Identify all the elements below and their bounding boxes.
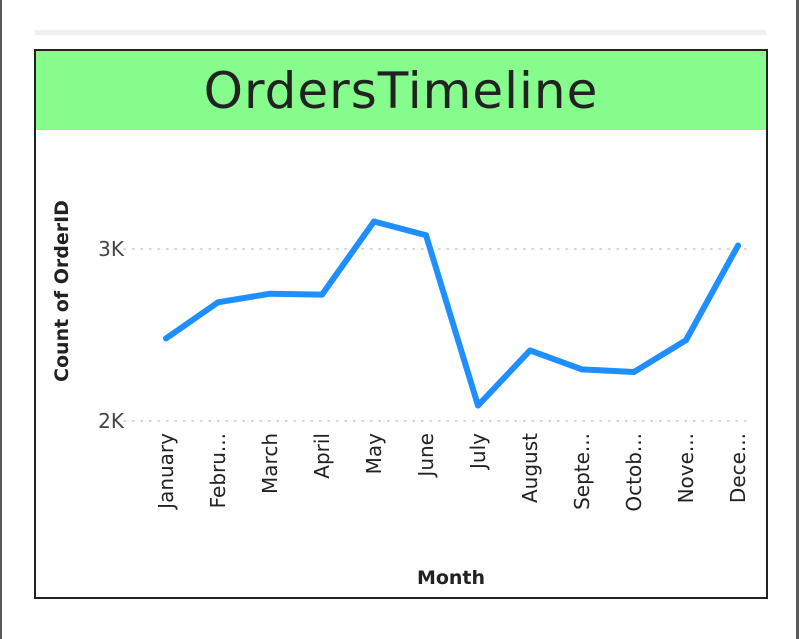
x-tick-label: May [362,433,386,475]
x-tick-label: March [258,433,282,494]
y-axis-ticks: 2K 3K [98,237,125,433]
gridlines [123,248,753,422]
x-axis-title: Month [417,567,485,589]
chart-title: OrdersTimeline [203,61,599,120]
x-tick-label: Dece... [726,433,750,503]
x-tick-label: April [310,433,334,479]
x-tick-label: June [414,433,438,479]
data-point[interactable] [319,291,325,298]
data-point[interactable] [423,232,429,239]
x-tick-label: August [518,433,542,503]
series-layer [163,218,741,409]
data-point[interactable] [631,368,637,375]
header-strip [35,30,766,35]
x-axis-ticks: January Febru... March April May June July Augu… [154,433,750,512]
data-point[interactable] [371,218,377,225]
x-tick-label: Febru... [206,433,230,508]
x-tick-label: Septe... [570,433,594,510]
right-window-border [796,0,799,639]
data-point[interactable] [215,299,221,306]
y-tick-label: 2K [98,409,125,433]
line-chart[interactable]: 2K 3K Count of OrderID January Febru... Mar… [36,51,766,597]
x-tick-label: July [466,433,490,471]
data-point[interactable] [475,402,481,409]
x-tick-label: Nove... [674,433,698,503]
data-point[interactable] [527,347,533,354]
data-point[interactable] [267,290,273,297]
series-line[interactable] [163,218,741,409]
data-point[interactable] [735,242,741,249]
left-window-border [0,0,2,639]
chart-card[interactable]: OrdersTimeline 2K 3K Count of OrderID Jan… [34,49,768,599]
data-point[interactable] [163,335,169,342]
chart-title-bar: OrdersTimeline [36,51,766,130]
data-point[interactable] [579,366,585,373]
y-axis-title: Count of OrderID [51,200,73,382]
y-tick-label: 3K [98,237,125,261]
data-point[interactable] [683,337,689,344]
x-tick-label: Octob... [622,433,646,512]
x-tick-label: January [154,433,178,511]
